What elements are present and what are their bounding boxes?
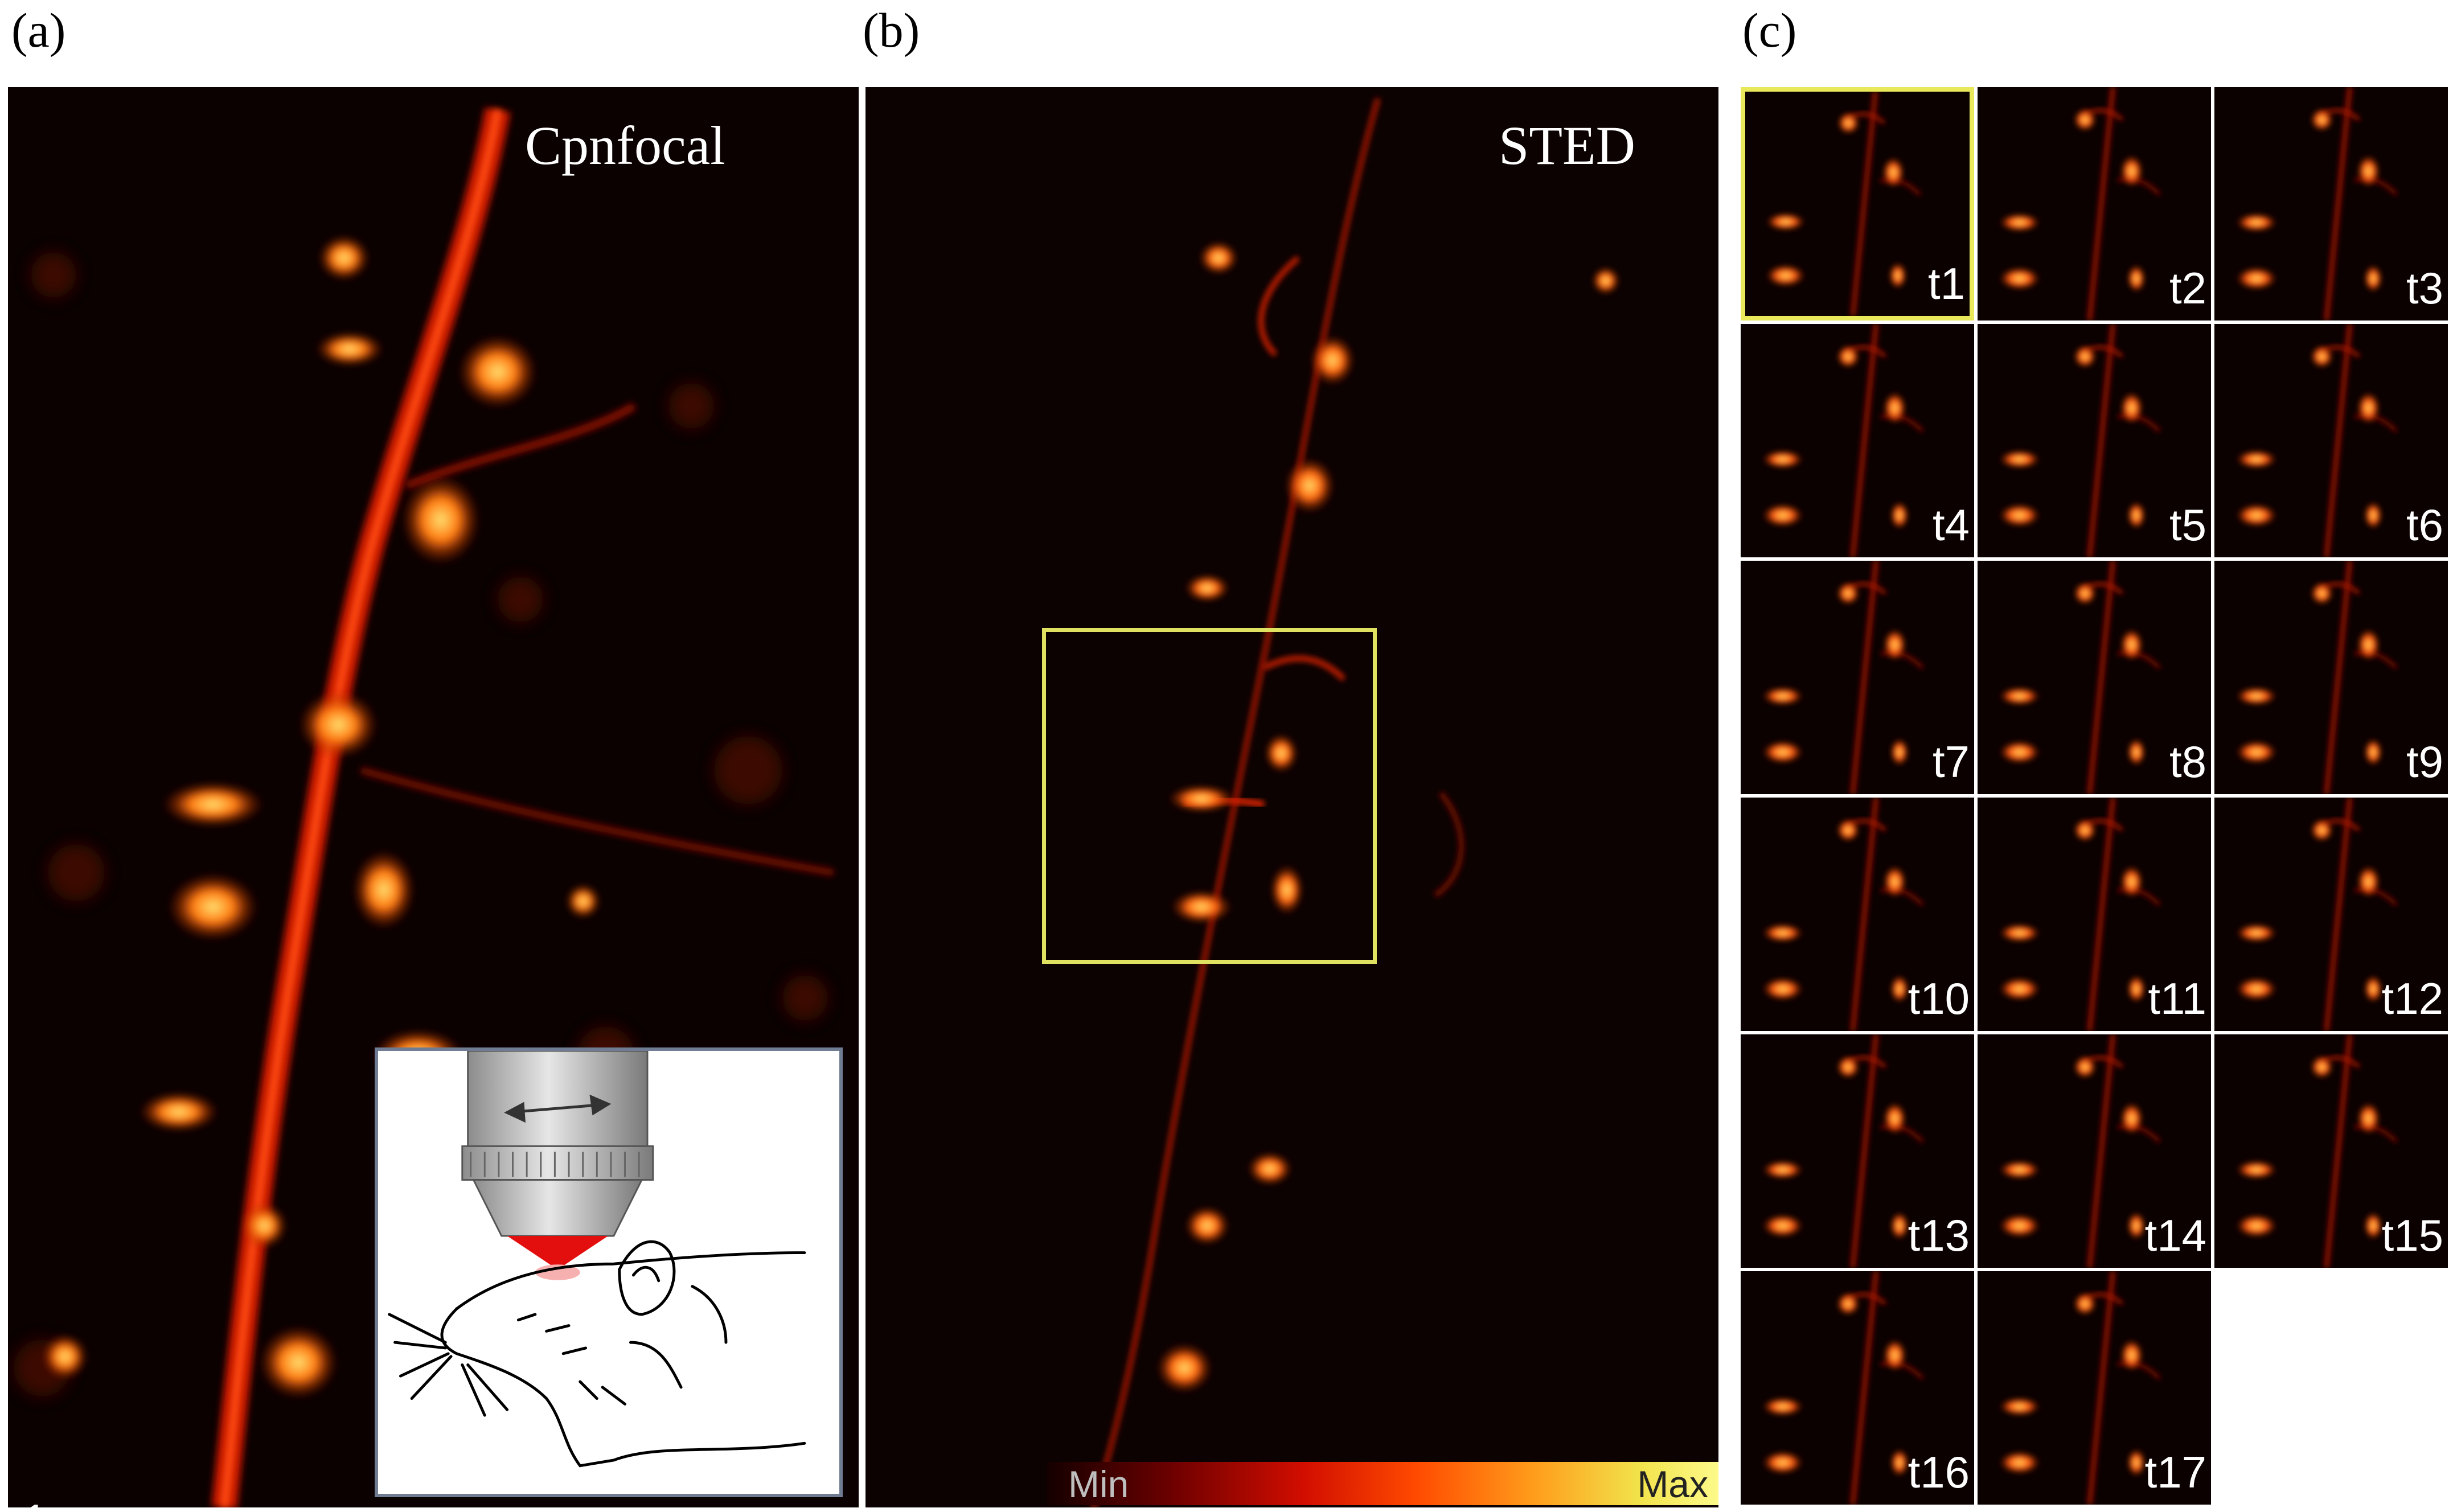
timelapse-tile-t9: t9 (2214, 561, 2448, 794)
timelapse-tile-label: t6 (2406, 500, 2443, 550)
timelapse-tile-image (1741, 798, 1974, 1031)
timelapse-tile-t8: t8 (1978, 561, 2211, 794)
timelapse-tile-t11: t11 (1978, 798, 2211, 1031)
timelapse-tile-t15: t15 (2214, 1034, 2448, 1268)
mouse-objective-illustration (388, 1051, 806, 1468)
timelapse-tile-image (2214, 1034, 2448, 1268)
timelapse-tile-label: t11 (2148, 973, 2206, 1024)
sted-dendrite-drawing (865, 87, 1718, 1507)
timelapse-tile-t16: t16 (1741, 1271, 1974, 1505)
timelapse-tile-t1: t1 (1741, 87, 1974, 321)
intensity-colorbar: Min Max (1047, 1462, 1718, 1505)
timelapse-tile-image (1978, 798, 2211, 1031)
timelapse-tile-label: t7 (1932, 737, 1970, 787)
timelapse-tile-label: t10 (1908, 973, 1970, 1024)
timelapse-tile-label: t1 (1927, 258, 1965, 309)
timelapse-tile-label: t16 (1908, 1447, 1970, 1497)
timelapse-tile-image (1978, 87, 2211, 321)
timelapse-tile-t13: t13 (1741, 1034, 1974, 1268)
timelapse-tile-t4: t4 (1741, 324, 1974, 557)
panel-b-letter: (b) (863, 3, 920, 57)
sted-image: STED (865, 87, 1718, 1507)
timelapse-tile-t17: t17 (1978, 1271, 2211, 1505)
timelapse-tile-image (1741, 561, 1974, 794)
colorbar-min-label: Min (1068, 1463, 1129, 1505)
timelapse-tile-image (1745, 92, 1970, 316)
timelapse-tile-label: t8 (2169, 737, 2206, 787)
timelapse-tile-label: t12 (2381, 973, 2443, 1024)
timelapse-tile-label: t9 (2406, 737, 2443, 787)
timelapse-tile-image (2214, 561, 2448, 794)
timelapse-tile-t14: t14 (1978, 1034, 2211, 1268)
timelapse-tile-t7: t7 (1741, 561, 1974, 794)
scale-bar: 1 μm (24, 1499, 116, 1507)
scale-bar-label: 1 μm (24, 1499, 116, 1507)
timelapse-tile-label: t2 (2169, 263, 2206, 313)
timelapse-tile-image (1978, 324, 2211, 557)
panel-a-letter: (a) (11, 3, 66, 57)
timelapse-tile-image (1741, 1271, 1974, 1505)
timelapse-tile-t12: t12 (2214, 798, 2448, 1031)
microscope-mouse-inset (375, 1047, 843, 1497)
sted-label: STED (1499, 115, 1635, 176)
timelapse-tile-label: t5 (2169, 500, 2206, 550)
roi-box (1042, 628, 1377, 964)
panel-c-letter: (c) (1742, 3, 1797, 57)
timelapse-tile-label: t14 (2144, 1210, 2206, 1260)
timelapse-tile-image (2214, 798, 2448, 1031)
confocal-label: Cpnfocal (525, 115, 725, 176)
timelapse-tile-t6: t6 (2214, 324, 2448, 557)
timelapse-tile-label: t4 (1932, 500, 1970, 550)
timelapse-tile-label: t13 (1908, 1210, 1970, 1260)
timelapse-tile-image (1741, 324, 1974, 557)
timelapse-tile-image (2214, 87, 2448, 321)
timelapse-tile-label: t15 (2381, 1210, 2443, 1260)
timelapse-tile-image (1978, 1271, 2211, 1505)
timelapse-tile-t5: t5 (1978, 324, 2211, 557)
timelapse-tile-image (1978, 1034, 2211, 1268)
colorbar-max-label: Max (1637, 1463, 1708, 1505)
timelapse-tile-image (2214, 324, 2448, 557)
timelapse-tile-t2: t2 (1978, 87, 2211, 321)
confocal-image: Cpnfocal 1 μm (8, 87, 859, 1507)
timelapse-tile-label: t17 (2144, 1447, 2206, 1497)
timelapse-tile-t3: t3 (2214, 87, 2448, 321)
timelapse-tile-t10: t10 (1741, 798, 1974, 1031)
timelapse-tile-image (1978, 561, 2211, 794)
timelapse-tile-label: t3 (2406, 263, 2443, 313)
timelapse-tile-image (1741, 1034, 1974, 1268)
